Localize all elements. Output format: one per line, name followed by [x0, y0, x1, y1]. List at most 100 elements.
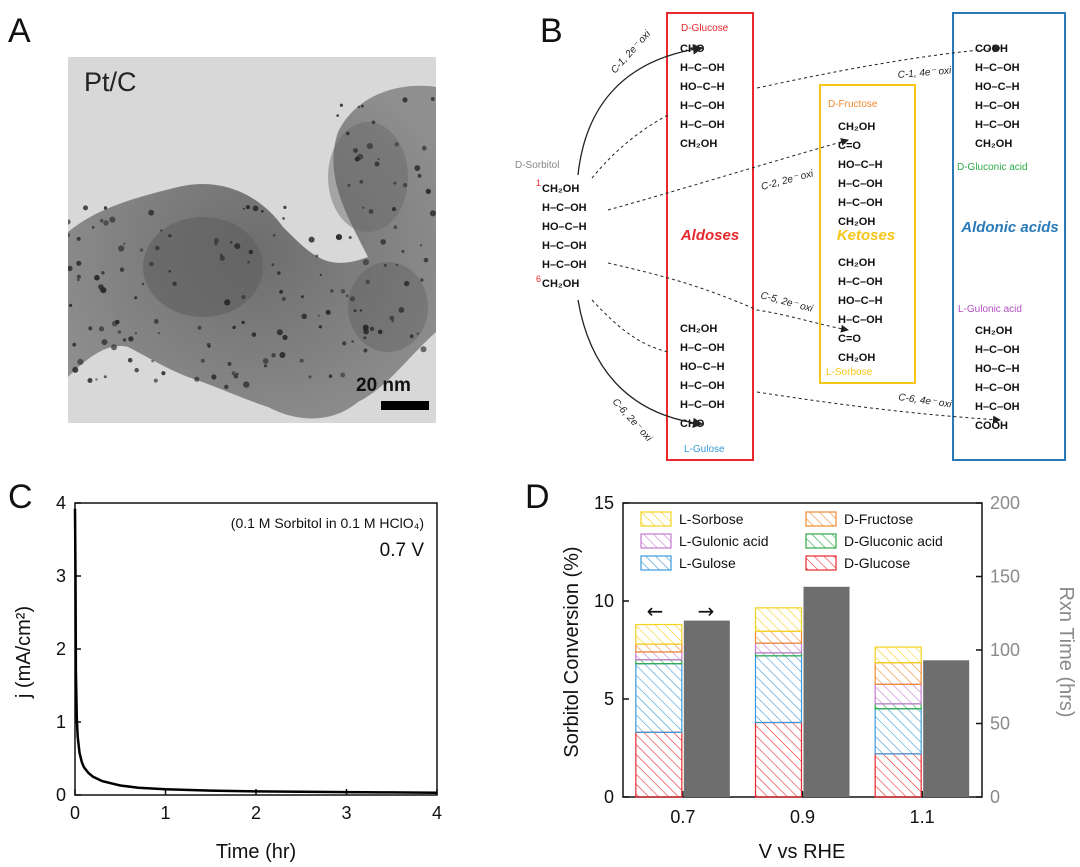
product-name: L-Gulose	[684, 444, 725, 455]
plot-frame	[74, 502, 438, 796]
y-right-tick-label: 0	[990, 787, 1000, 807]
structure-row: H–C–OH	[838, 197, 883, 209]
bar-segment	[754, 721, 803, 798]
structure-row: H–C–OH	[680, 342, 725, 354]
panel-letter-a: A	[8, 12, 31, 50]
product-name: D-Fructose	[828, 99, 878, 110]
x-axis-label-potential: V vs RHE	[759, 841, 846, 863]
structure-row: HO–C–H	[542, 221, 587, 233]
y-tick-label: 0	[604, 787, 614, 807]
bar-segment	[874, 646, 922, 664]
bar-segment	[754, 642, 803, 654]
y-tick-label: 0	[56, 785, 66, 805]
structure-row: H–C–OH	[975, 119, 1020, 131]
arrow-label-c5-2e: C-5, 2e⁻ oxi	[759, 290, 814, 315]
x-tick-label: 1	[160, 803, 170, 823]
arrow-label-c1-2e: C-1, 2e⁻ oxi	[609, 28, 654, 76]
structure-row: CHO	[680, 43, 705, 55]
y-tick-label: 15	[594, 493, 614, 513]
legend-swatch	[805, 555, 837, 571]
product-name: L-Gulonic acid	[958, 304, 1022, 315]
structure-row: CH₂OH	[680, 138, 717, 150]
ketoses-box	[819, 84, 916, 384]
structure-row: COOH	[975, 420, 1008, 432]
structure-row: HO–C–H	[680, 361, 725, 373]
structure-row: H–C–OH	[680, 100, 725, 112]
legend-swatch	[640, 533, 672, 549]
structure-row: CHO	[680, 418, 705, 430]
x-tick-label: 4	[432, 803, 442, 823]
structure-row: H–C–OH	[838, 314, 883, 326]
structure-row: HO–C–H	[680, 81, 725, 93]
aldoses-box	[666, 12, 754, 461]
aldonic-acids-box	[952, 12, 1066, 461]
tem-image	[68, 57, 436, 423]
reactant-name: D-Sorbitol	[515, 160, 559, 171]
x-tick-label: 3	[341, 803, 351, 823]
legend-entry: L-Sorbose	[679, 511, 744, 527]
legend-entry: L-Gulose	[679, 555, 736, 571]
y-tick-label: 4	[56, 493, 66, 513]
structure-row: CH₂OH	[838, 216, 875, 228]
legend-swatch	[640, 555, 672, 571]
plot-frame	[622, 502, 983, 798]
panel-letter-c: C	[8, 478, 33, 516]
bar-segment	[874, 753, 922, 798]
group-label-aldoses: Aldoses	[680, 227, 739, 244]
structure-row: CH₂OH	[975, 325, 1012, 337]
arrow-c1-4e	[756, 44, 1001, 89]
structure-row: CH₂OH	[838, 257, 875, 269]
arrow-label-c2-2e: C-2, 2e⁻ oxi	[760, 168, 815, 193]
structure-row: CH₂OH	[542, 278, 579, 290]
carbon-number-6: 6	[536, 274, 541, 284]
structure-row: CH₂OH	[838, 352, 875, 364]
current-trace-line	[73, 508, 438, 795]
group-label-aldonic-acids: Aldonic acids	[960, 219, 1059, 236]
structure-row: H–C–OH	[975, 344, 1020, 356]
structure-row: CH₂OH	[975, 138, 1012, 150]
structure-row: H–C–OH	[680, 380, 725, 392]
arrow-right-icon: →	[698, 599, 715, 623]
panel-letter-d: D	[525, 478, 550, 516]
y-tick-label: 2	[56, 639, 66, 659]
structure-row: CH₂OH	[838, 121, 875, 133]
legend-entry: L-Gulonic acid	[679, 533, 769, 549]
tem-pt-nanoparticles	[68, 97, 436, 390]
structure-row: COOH	[975, 43, 1008, 55]
tem-sample-label: Pt/C	[84, 67, 137, 97]
x-tick-label: 1.1	[910, 807, 935, 827]
structure-row: CH₂OH	[680, 323, 717, 335]
scale-bar-label: 20 nm	[356, 375, 411, 396]
scale-bar	[381, 401, 429, 410]
structure-row: HO–C–H	[975, 81, 1020, 93]
x-tick-label: 0.9	[790, 807, 815, 827]
rxn-time-bar	[803, 586, 850, 797]
legend-entry: D-Fructose	[844, 511, 913, 527]
y-right-tick-label: 150	[990, 567, 1020, 587]
structure-row: H–C–OH	[975, 62, 1020, 74]
bar-segment	[754, 652, 803, 657]
structure-row: H–C–OH	[975, 100, 1020, 112]
arrow-c6-4e	[756, 391, 1001, 424]
tem-micrograph: Pt/C 20 nm	[68, 57, 436, 423]
structure-row: H–C–OH	[838, 178, 883, 190]
arrow-c2-2e	[607, 138, 849, 211]
structure-row: C=O	[838, 333, 861, 345]
y-right-tick-label: 50	[990, 714, 1010, 734]
rxn-time-bar	[923, 660, 970, 797]
potential-annotation: 0.7 V	[380, 540, 425, 561]
bar-segment	[635, 643, 683, 653]
structure-row: H–C–OH	[680, 119, 725, 131]
rxn-time-bar	[683, 620, 730, 797]
legend-entry: D-Glucose	[844, 555, 910, 571]
structure-row: H–C–OH	[542, 240, 587, 252]
y-axis-label-rxn-time: Rxn Time (hrs)	[1055, 586, 1077, 717]
arrow-c5-2e	[607, 262, 849, 333]
y-axis-label-conversion: Sorbitol Conversion (%)	[561, 546, 583, 757]
bar-segment	[635, 623, 683, 645]
y-right-tick-label: 100	[990, 640, 1020, 660]
carbon-number-1: 1	[536, 178, 541, 188]
structure-row: H–C–OH	[975, 382, 1020, 394]
structure-row: H–C–OH	[680, 62, 725, 74]
arrow-c6-2e	[577, 299, 704, 429]
